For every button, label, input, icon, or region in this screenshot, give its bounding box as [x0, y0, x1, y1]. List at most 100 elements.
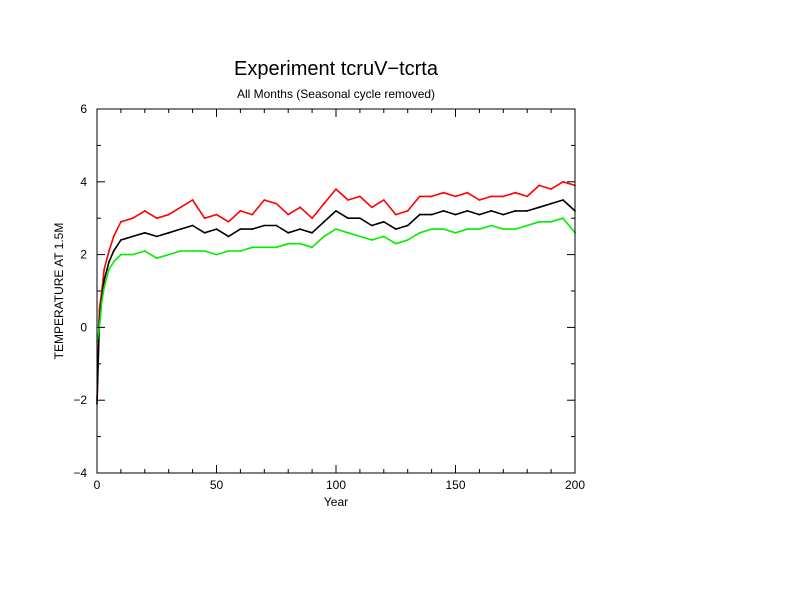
- data-point: [131, 217, 134, 220]
- data-point: [323, 220, 325, 223]
- data-point: [299, 242, 301, 245]
- data-point: [418, 195, 421, 198]
- data-point: [370, 206, 373, 209]
- data-point: [490, 224, 493, 227]
- data-point: [155, 257, 158, 260]
- data-point: [394, 242, 397, 245]
- data-point: [550, 188, 552, 191]
- data-point: [550, 220, 552, 223]
- data-point: [418, 231, 421, 234]
- data-point: [490, 210, 493, 212]
- y-tick-label: 0: [80, 320, 87, 334]
- data-point: [430, 195, 433, 198]
- data-point: [442, 191, 445, 194]
- data-point: [526, 195, 529, 198]
- y-axis-label: TEMPERATURE AT 1.5M: [52, 223, 66, 360]
- data-point: [287, 231, 290, 234]
- data-point: [335, 228, 337, 231]
- data-point: [382, 235, 385, 238]
- data-point: [120, 239, 122, 241]
- data-point: [526, 210, 529, 212]
- data-point: [347, 231, 349, 234]
- data-point: [418, 213, 421, 216]
- chart-subtitle: All Months (Seasonal cycle removed): [237, 87, 435, 101]
- data-point: [299, 206, 301, 209]
- data-point: [108, 268, 110, 271]
- series-line-3: [96, 217, 576, 343]
- data-point: [311, 246, 313, 249]
- y-tick-label: −4: [73, 466, 87, 480]
- data-point: [478, 228, 481, 231]
- data-point: [394, 213, 397, 216]
- data-point: [215, 253, 218, 256]
- data-point: [251, 213, 254, 216]
- data-point: [359, 235, 361, 238]
- data-point: [370, 239, 373, 241]
- data-point: [143, 210, 146, 212]
- data-point: [120, 220, 122, 223]
- data-point: [191, 224, 194, 227]
- data-point: [550, 202, 552, 205]
- data-point: [239, 228, 242, 231]
- data-point: [538, 184, 541, 187]
- data-point: [275, 246, 278, 249]
- x-axis-label: Year: [324, 495, 348, 509]
- data-point: [514, 228, 517, 231]
- y-tick-label: 6: [80, 102, 87, 116]
- data-point: [103, 279, 106, 281]
- data-point: [347, 217, 349, 220]
- data-point: [478, 199, 481, 201]
- data-point: [275, 224, 278, 227]
- data-point: [112, 250, 115, 252]
- data-point: [562, 180, 564, 183]
- data-point: [287, 242, 290, 245]
- data-point: [538, 206, 541, 209]
- data-point: [215, 228, 218, 231]
- data-point: [179, 206, 182, 209]
- data-point: [227, 220, 230, 223]
- data-point: [191, 199, 194, 201]
- data-point: [562, 217, 564, 220]
- series-layer: [96, 180, 576, 405]
- data-point: [203, 231, 206, 234]
- data-point: [382, 220, 385, 223]
- y-tick-label: 4: [80, 175, 87, 189]
- data-point: [335, 210, 337, 212]
- data-point: [442, 228, 445, 231]
- data-point: [454, 213, 457, 216]
- data-point: [299, 228, 301, 231]
- data-point: [311, 231, 313, 234]
- data-point: [275, 202, 278, 205]
- data-point: [108, 250, 110, 252]
- data-point: [406, 224, 409, 227]
- data-point: [394, 228, 397, 231]
- data-point: [239, 210, 242, 212]
- data-point: [143, 231, 146, 234]
- data-point: [227, 250, 230, 252]
- data-point: [490, 195, 493, 198]
- data-point: [263, 246, 266, 249]
- data-point: [430, 228, 433, 231]
- data-point: [514, 210, 517, 212]
- data-point: [112, 261, 115, 263]
- data-point: [406, 239, 409, 241]
- data-point: [263, 199, 266, 201]
- data-point: [112, 235, 115, 238]
- data-point: [103, 268, 106, 271]
- data-point: [203, 250, 206, 252]
- data-point: [478, 213, 481, 216]
- chart-title: Experiment tcruV−tcrta: [234, 58, 439, 80]
- data-point: [370, 224, 373, 227]
- y-tick-label: −2: [73, 393, 87, 407]
- data-point: [454, 195, 457, 198]
- data-point: [167, 213, 170, 216]
- x-tick-label: 0: [94, 478, 101, 492]
- data-point: [167, 253, 170, 256]
- plot-frame: [96, 108, 576, 474]
- data-point: [311, 217, 313, 220]
- data-point: [179, 228, 182, 231]
- data-point: [131, 235, 134, 238]
- data-point: [359, 217, 361, 220]
- x-tick-label: 200: [565, 478, 585, 492]
